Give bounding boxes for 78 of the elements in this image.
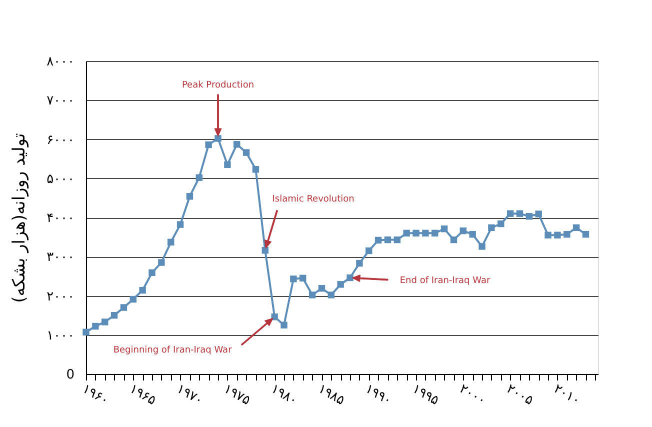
- point: [516, 210, 524, 217]
- y-tick-label: 0: [66, 368, 74, 382]
- point: [168, 238, 174, 246]
- y-tick-label: ۶۰۰۰: [46, 132, 74, 148]
- point: [544, 232, 552, 238]
- point: [318, 284, 326, 292]
- point: [460, 227, 467, 234]
- point: [242, 149, 250, 156]
- x-tick-label: ۱۹۶۰: [80, 382, 112, 409]
- y-tick-label: ۷۰۰۰: [46, 94, 74, 109]
- y-axis-title: تولید روزانه(هزار بشکه): [10, 132, 30, 303]
- x-tick-label: ۲۰۱۰: [550, 382, 583, 409]
- point: [488, 224, 495, 232]
- point: [412, 230, 420, 237]
- point: [564, 230, 570, 238]
- x-tick-label: ۱۹۶۵: [126, 382, 158, 409]
- annotation: Peak Production: [182, 80, 254, 90]
- x-tick-label: ۲۰۰۰: [456, 382, 488, 409]
- point: [366, 247, 372, 254]
- x-tick-label: ۱۹۹۰: [362, 382, 394, 409]
- point: [224, 161, 231, 168]
- point: [337, 281, 344, 288]
- point: [139, 286, 146, 294]
- point: [102, 318, 108, 326]
- point: [432, 230, 438, 237]
- y-tick-label: ۲۰۰۰: [46, 289, 74, 304]
- x-tick-label: ۲۰۰۵: [504, 382, 536, 409]
- x-tick-label: ۱۹۷۰: [174, 382, 206, 409]
- point: [526, 212, 533, 220]
- point: [290, 276, 297, 282]
- x-tick-label: ۱۹۹۵: [410, 382, 442, 409]
- x-tick-label: ۱۹۸۵: [315, 382, 347, 409]
- point: [82, 328, 90, 336]
- point: [535, 210, 542, 218]
- y-tick-label: ۳۰۰۰: [46, 250, 74, 266]
- point: [374, 236, 382, 244]
- point: [582, 230, 590, 238]
- point: [280, 322, 288, 328]
- y-tick-label: ۴۰۰۰: [46, 211, 74, 226]
- x-tick-label: ۱۹۸۰: [268, 382, 300, 409]
- point: [196, 174, 203, 181]
- annotation: Islamic Revolution: [272, 194, 354, 205]
- point: [234, 140, 240, 148]
- point: [120, 304, 128, 311]
- point: [252, 166, 260, 173]
- point: [440, 225, 448, 232]
- point: [498, 220, 504, 228]
- point: [328, 292, 335, 298]
- annotation: Beginning of Iran-Iraq War: [113, 345, 232, 356]
- point: [158, 259, 165, 266]
- y-tick-label: ۸۰۰۰: [46, 54, 74, 70]
- annotation: End of Iran-Iraq War: [400, 276, 490, 286]
- point: [469, 230, 476, 238]
- point: [346, 274, 354, 282]
- point: [554, 232, 561, 238]
- point: [186, 193, 194, 200]
- point: [148, 269, 156, 276]
- x-tick-label: ۱۹۷۵: [220, 382, 253, 409]
- point: [403, 230, 410, 237]
- point: [92, 322, 99, 330]
- point: [478, 243, 486, 250]
- point: [214, 135, 222, 142]
- point: [384, 236, 392, 244]
- point: [130, 296, 136, 303]
- y-tick-label: ۱۰۰۰: [46, 328, 74, 344]
- point: [450, 236, 458, 244]
- point: [422, 230, 429, 237]
- point: [394, 236, 401, 244]
- point: [176, 221, 184, 228]
- point: [506, 210, 514, 217]
- point: [271, 314, 278, 320]
- point: [300, 274, 306, 282]
- point: [572, 224, 580, 232]
- point: [308, 292, 316, 298]
- point: [110, 312, 118, 319]
- point: [205, 141, 212, 148]
- point: [356, 260, 363, 267]
- y-tick-label: ۵۰۰۰: [46, 172, 74, 187]
